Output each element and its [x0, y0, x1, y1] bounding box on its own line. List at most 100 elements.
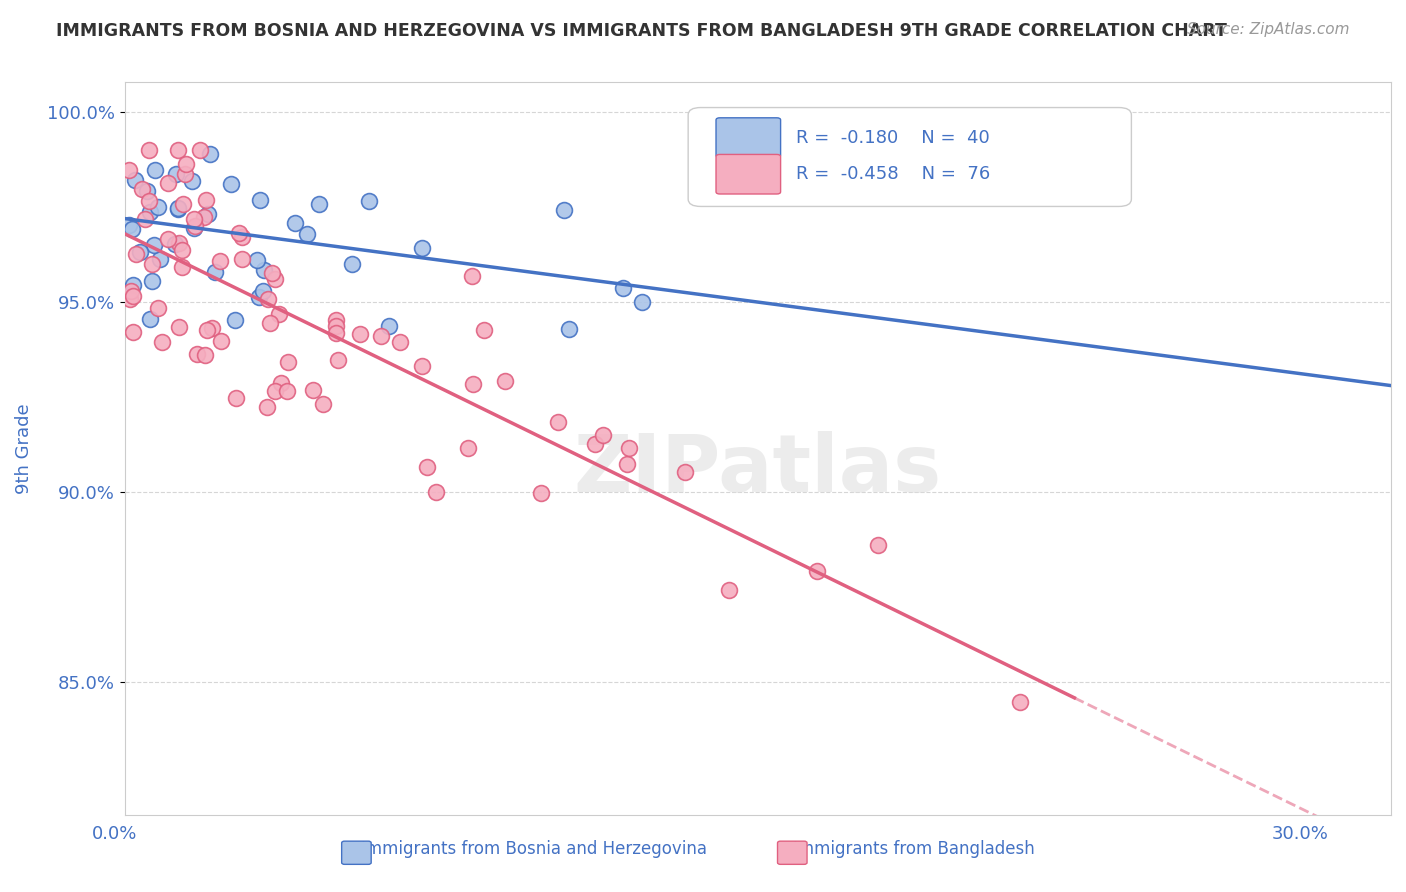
Point — [411, 359, 433, 374]
Text: Immigrants from Bosnia and Herzegovina: Immigrants from Bosnia and Herzegovina — [361, 840, 707, 858]
Point — [169, 235, 191, 250]
Point — [357, 194, 380, 209]
Point — [167, 320, 190, 334]
Point — [167, 202, 190, 216]
Point — [118, 163, 141, 178]
Point — [143, 163, 166, 178]
Point — [231, 230, 253, 244]
Point — [121, 289, 143, 303]
Point — [246, 252, 269, 267]
Point — [122, 325, 145, 339]
Point — [530, 486, 553, 500]
Point — [121, 221, 143, 235]
Text: ZIPatlas: ZIPatlas — [574, 431, 942, 509]
Point — [165, 168, 187, 182]
Point — [547, 415, 569, 429]
Point — [174, 167, 197, 181]
Text: IMMIGRANTS FROM BOSNIA AND HERZEGOVINA VS IMMIGRANTS FROM BANGLADESH 9TH GRADE C: IMMIGRANTS FROM BOSNIA AND HERZEGOVINA V… — [56, 22, 1227, 40]
Point — [167, 201, 190, 215]
Point — [131, 181, 153, 195]
Point — [866, 538, 889, 552]
Point — [277, 355, 299, 369]
Point — [188, 143, 211, 157]
Point — [558, 322, 581, 336]
Point — [253, 263, 276, 277]
Point — [585, 437, 607, 451]
Point — [308, 196, 330, 211]
Point — [612, 281, 634, 295]
Point — [122, 278, 145, 293]
Point — [181, 174, 204, 188]
Point — [135, 184, 157, 198]
Point — [194, 348, 217, 362]
Point — [125, 247, 148, 261]
Text: R =  -0.180    N =  40: R = -0.180 N = 40 — [796, 128, 990, 146]
Point — [276, 384, 298, 398]
Point — [1010, 695, 1032, 709]
Text: 0.0%: 0.0% — [91, 825, 136, 843]
Point — [208, 254, 231, 268]
Point — [416, 459, 439, 474]
Point — [494, 375, 516, 389]
Point — [472, 323, 495, 337]
Point — [553, 202, 575, 217]
Point — [200, 147, 222, 161]
Point — [325, 326, 347, 341]
Y-axis label: 9th Grade: 9th Grade — [15, 403, 32, 493]
Point — [138, 143, 160, 157]
Point — [183, 221, 205, 235]
Point — [312, 397, 335, 411]
Point — [617, 441, 640, 455]
Point — [231, 252, 253, 266]
Point — [170, 243, 193, 257]
Point — [388, 334, 411, 349]
Point — [302, 383, 325, 397]
Point — [146, 200, 169, 214]
Point — [150, 335, 173, 350]
Point — [224, 313, 246, 327]
Point — [592, 428, 614, 442]
Point — [295, 227, 318, 241]
Point — [328, 353, 350, 368]
Point — [411, 241, 433, 255]
Point — [141, 257, 163, 271]
Point — [141, 274, 163, 288]
Point — [461, 376, 484, 391]
Point — [183, 211, 205, 226]
Point — [143, 238, 166, 252]
Point — [172, 196, 194, 211]
Point — [225, 391, 247, 405]
Point — [267, 308, 290, 322]
Point — [200, 320, 222, 334]
Point — [197, 206, 219, 220]
Point — [195, 193, 218, 207]
Point — [256, 400, 278, 414]
Point — [260, 266, 283, 280]
Point — [270, 376, 292, 390]
Point — [249, 290, 271, 304]
Point — [631, 294, 654, 309]
Point — [138, 311, 160, 326]
Point — [128, 245, 150, 260]
Text: R =  -0.458    N =  76: R = -0.458 N = 76 — [796, 165, 990, 183]
Text: 30.0%: 30.0% — [1272, 825, 1329, 843]
Point — [174, 157, 197, 171]
Point — [120, 284, 142, 298]
Point — [193, 210, 215, 224]
Point — [806, 565, 828, 579]
Text: Immigrants from Bangladesh: Immigrants from Bangladesh — [793, 840, 1035, 858]
Point — [138, 194, 160, 208]
Point — [165, 237, 187, 252]
Point — [209, 334, 232, 349]
FancyBboxPatch shape — [688, 108, 1132, 206]
Point — [186, 346, 208, 360]
Point — [263, 384, 285, 398]
Point — [195, 323, 218, 337]
Point — [118, 292, 141, 306]
FancyBboxPatch shape — [716, 118, 780, 157]
Point — [149, 252, 172, 266]
Point — [325, 313, 347, 327]
Point — [264, 272, 287, 286]
Point — [457, 441, 479, 455]
Point — [138, 204, 160, 219]
